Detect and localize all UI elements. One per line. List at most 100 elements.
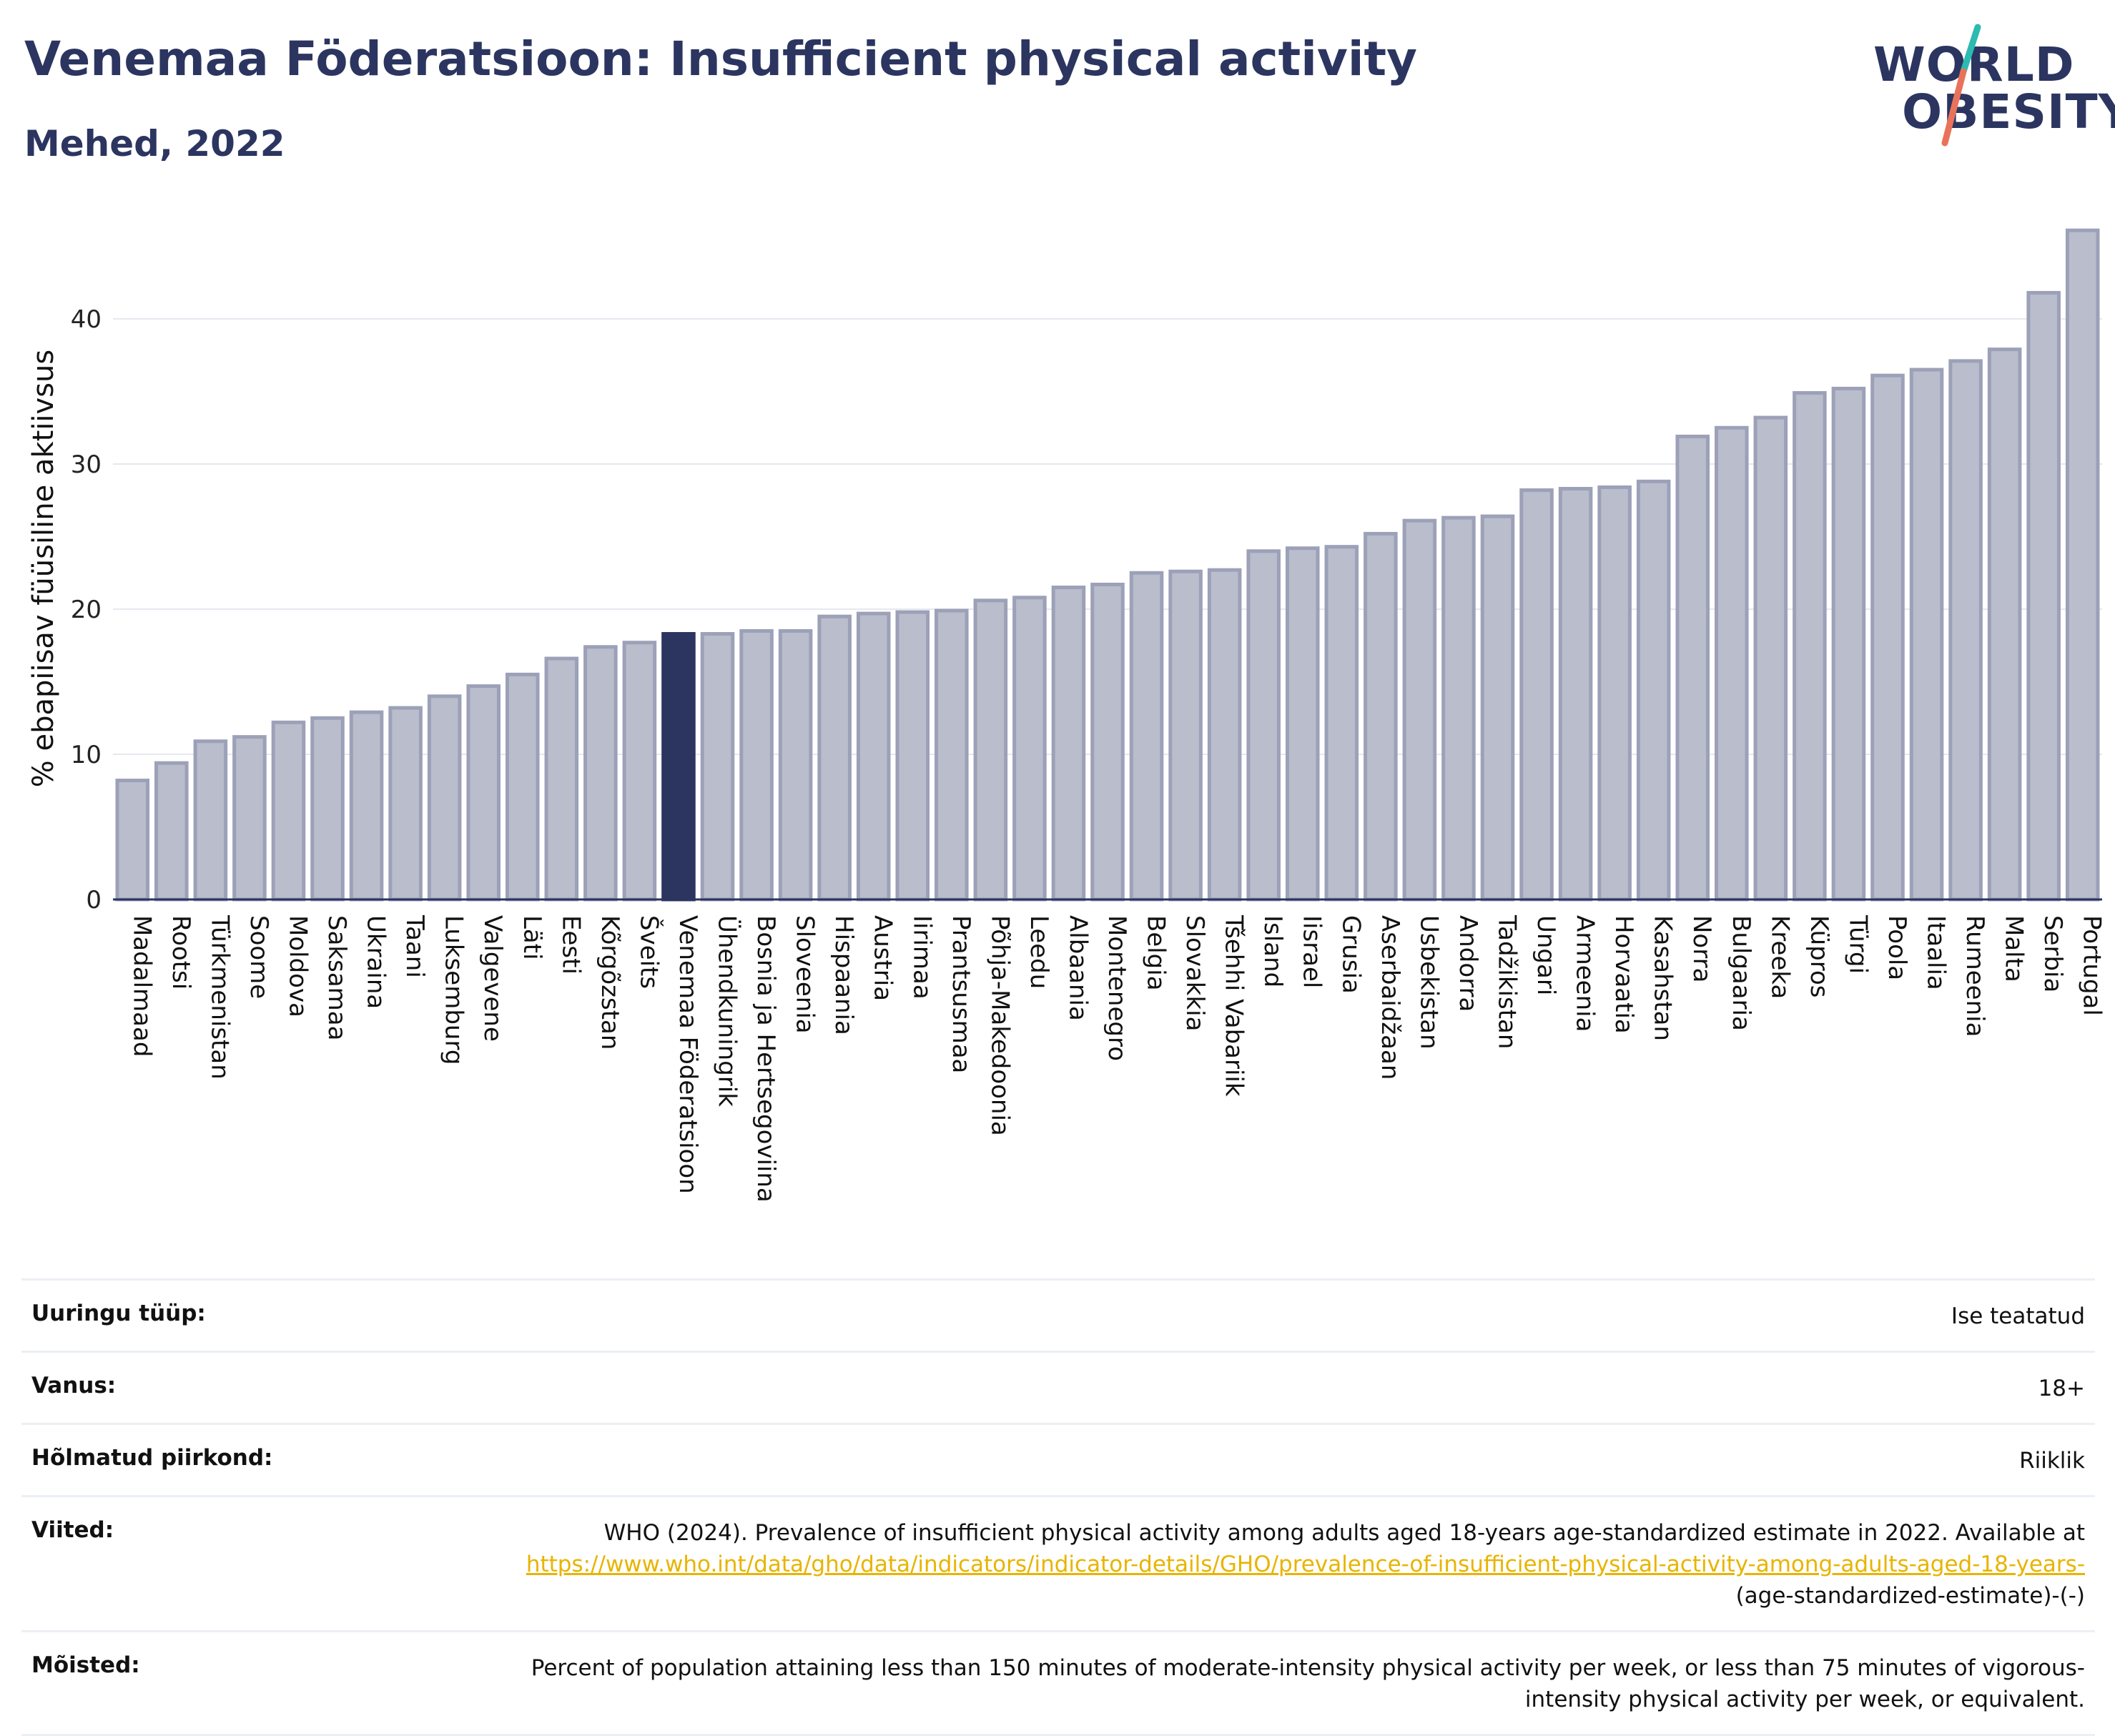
x-tick-label: Soome — [245, 915, 273, 999]
x-tick-label: Horvaatia — [1609, 915, 1638, 1034]
x-tick-label: Kasahstan — [1649, 915, 1677, 1041]
bar-chart: 0 10 20 30 40 Madalmaad Rootsi Türkmenistan Soom… — [27, 228, 2106, 1203]
bar — [1558, 487, 1593, 902]
x-tick-label: Slovakkia — [1180, 915, 1209, 1031]
x-tick-label: Malta — [2000, 915, 2028, 982]
bar — [388, 706, 423, 902]
info-value: 18+ — [2038, 1376, 2085, 1402]
bar — [739, 628, 774, 902]
bar — [1246, 549, 1281, 902]
x-tick-label: Portugal — [2078, 915, 2106, 1016]
y-tick-label: 10 — [71, 741, 102, 769]
bar — [2065, 228, 2100, 902]
x-tick-label: Tadžikistan — [1492, 914, 1521, 1049]
y-tick-label: 0 — [86, 886, 102, 914]
x-tick-label: Rootsi — [167, 915, 195, 990]
x-tick-label: Sloveenia — [791, 915, 819, 1034]
bar — [1441, 516, 1476, 902]
x-tick-label: Belgia — [1142, 915, 1170, 991]
x-tick-label: Venemaa Föderatsioon — [674, 915, 702, 1194]
x-tick-label: Serbia — [2038, 915, 2067, 992]
info-row-references: Viited: WHO (2024). Prevalence of insuff… — [21, 1495, 2095, 1630]
bar — [154, 761, 189, 902]
x-tick-label: Luksemburg — [440, 915, 468, 1065]
info-label: Hõlmatud piirkond: — [31, 1445, 273, 1471]
info-table: Uuringu tüüp: Ise teatatud Vanus: 18+ Hõ… — [21, 1278, 2095, 1736]
x-tick-label: Leedu — [1025, 915, 1053, 989]
x-tick-label: Valgevene — [478, 915, 507, 1042]
world-obesity-logo: WORLD OBESITY — [1859, 21, 2115, 150]
x-tick-label: Albaania — [1063, 915, 1092, 1021]
bar — [973, 598, 1008, 902]
bar — [544, 656, 579, 902]
bar — [310, 716, 345, 902]
bar — [1909, 368, 1944, 902]
references-link[interactable]: https://www.who.int/data/gho/data/indica… — [526, 1552, 2085, 1578]
bar — [1753, 415, 1788, 902]
x-tick-label: Hispaania — [829, 915, 858, 1035]
x-tick-label: Läti — [518, 915, 546, 960]
bar — [1285, 546, 1320, 902]
page-title: Venemaa Föderatsioon: Insufficient physi… — [24, 31, 1418, 87]
bar — [427, 694, 462, 902]
bar — [2026, 290, 2061, 902]
y-tick-label: 30 — [71, 450, 102, 479]
x-tick-label: Iirimaa — [907, 915, 936, 1000]
logo-line-2: OBESITY — [1902, 84, 2115, 139]
x-tick-label: Ukraina — [362, 915, 390, 1009]
x-tick-label: Bulgaaria — [1727, 915, 1755, 1031]
x-tick-label: Andorra — [1454, 915, 1482, 1012]
bar — [1831, 386, 1866, 902]
info-value: Ise teatatud — [1951, 1303, 2085, 1329]
bar — [1948, 359, 1983, 902]
bar — [1051, 586, 1086, 902]
bar — [1987, 347, 2022, 902]
bar — [1793, 391, 1827, 902]
x-tick-label: Tšehhi Vabariik — [1220, 914, 1248, 1097]
x-tick-label: Prantsusmaa — [947, 915, 975, 1073]
bar — [1129, 571, 1164, 902]
bar — [115, 779, 150, 902]
bar — [935, 608, 969, 902]
y-tick-label: 20 — [71, 596, 102, 624]
logo-slash-icon — [1941, 24, 1981, 147]
y-axis-label: % ebapiisav füüsiline aktiivsus — [27, 350, 60, 788]
x-tick-label: Saksamaa — [322, 915, 351, 1040]
bar — [700, 632, 735, 902]
x-tick-label: Grusia — [1336, 915, 1365, 994]
info-row-definitions: Mõisted: Percent of population attaining… — [21, 1630, 2095, 1736]
x-tick-label: Türgi — [1843, 914, 1872, 974]
info-label: Uuringu tüüp: — [31, 1301, 206, 1326]
y-tick-label: 40 — [71, 305, 102, 334]
bar — [1480, 514, 1515, 902]
x-tick-label: Küpros — [1805, 915, 1833, 997]
x-tick-label: Austria — [869, 915, 897, 1001]
x-tick-label: Eesti — [556, 915, 585, 975]
x-tick-label: Poola — [1883, 915, 1911, 980]
bar — [1324, 545, 1359, 902]
x-tick-label: Ühendkuningrik — [713, 915, 742, 1107]
bar — [349, 710, 384, 902]
bar — [622, 641, 657, 902]
bar — [1402, 518, 1437, 902]
references-value: WHO (2024). Prevalence of insufficient p… — [476, 1517, 2085, 1612]
bar — [1090, 582, 1125, 902]
bar — [583, 645, 618, 902]
references-text: WHO (2024). Prevalence of insufficient p… — [603, 1520, 2085, 1547]
info-row-coverage: Hõlmatud piirkond: Riiklik — [21, 1423, 2095, 1495]
info-value: Riiklik — [2019, 1448, 2085, 1474]
x-tick-label: Rumeenia — [1961, 915, 1989, 1037]
bar — [1675, 434, 1710, 902]
x-tick-label: Montenegro — [1103, 915, 1131, 1061]
x-tick-label: Kreeka — [1765, 915, 1794, 999]
x-tick-label: Iisrael — [1298, 915, 1326, 988]
x-tick-label: Island — [1258, 915, 1287, 987]
bar — [817, 614, 852, 902]
bar — [505, 672, 540, 902]
x-tick-label: Šveits — [634, 915, 664, 989]
bar — [1870, 373, 1905, 902]
x-tick-label: Moldova — [283, 915, 312, 1017]
info-label: Vanus: — [31, 1373, 117, 1399]
x-tick-label: Kõrgõzstan — [596, 915, 624, 1050]
bar — [1715, 425, 1749, 902]
